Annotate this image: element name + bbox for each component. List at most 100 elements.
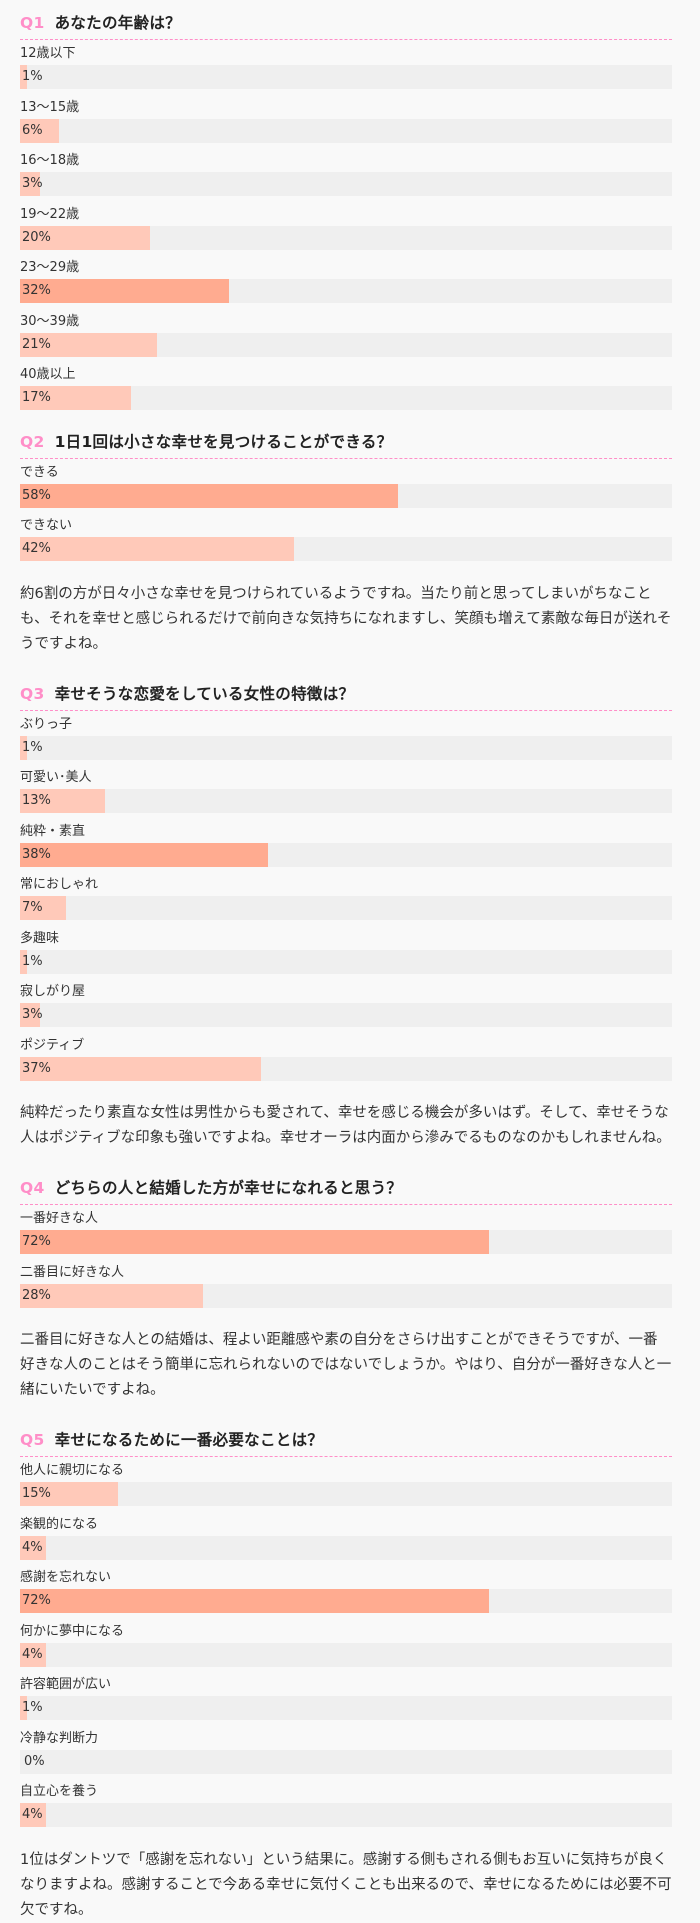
option-label: 12歳以下 (20, 46, 76, 61)
option-label: 寂しがり屋 (20, 984, 86, 999)
option-label: 40歳以上 (20, 367, 76, 382)
bar-fill (20, 1642, 47, 1667)
option-row: できる 58% (20, 463, 672, 517)
bar-fill (20, 65, 27, 89)
bar-percent: 1% (22, 1700, 43, 1715)
bar-track: 1% (20, 65, 672, 89)
bar-percent: 1% (22, 69, 43, 84)
option-row: 自立心を養う 4% (20, 1782, 672, 1836)
bar-percent: 42% (22, 541, 51, 556)
bar-fill (20, 1482, 118, 1506)
question-number: Q3 (20, 684, 45, 703)
bar-fill (20, 332, 157, 357)
option-label: 純粋・素直 (20, 823, 86, 839)
option-row: 12歳以下 1% (20, 44, 672, 98)
question-section: Q2 1日1回は小さな幸せを見つけることができる？ できる 58% できない 42% 約6割… (20, 423, 672, 657)
bar-fill (20, 896, 66, 920)
bar-percent: 7% (22, 900, 43, 915)
option-row: 二番目に好きな人 28% (20, 1263, 672, 1317)
option-label: 冷静な判断力 (20, 1730, 99, 1746)
option-row: 感謝を忘れない 72% (20, 1568, 672, 1622)
question-text: 幸せそうな恋愛をしている女性の特徴は？ (54, 684, 355, 703)
question-section: Q4 どちらの人と結婚した方が幸せになれると思う？ 一番好きな人 72% 二番目に好きな… (20, 1169, 672, 1403)
bar-fill (20, 1003, 40, 1027)
bar-track: 21% (20, 332, 672, 357)
bar-track: 1% (20, 949, 672, 974)
option-row: 純粋・素直 38% (20, 822, 672, 876)
bar-percent: 13% (22, 793, 51, 808)
bar-fill (20, 1803, 47, 1827)
bar-percent: 28% (22, 1287, 51, 1303)
option-label: 二番目に好きな人 (20, 1264, 125, 1280)
question-title: Q5 幸せになるために一番必要なことは？ (20, 1421, 672, 1457)
bar-percent: 1% (22, 739, 43, 755)
option-label: 許容範囲が広い (20, 1677, 112, 1692)
bar-percent: 4% (22, 1807, 43, 1822)
bar-track: 6% (20, 118, 672, 143)
option-row: できない 42% (20, 516, 672, 570)
bar-track: 32% (20, 279, 672, 303)
bar-track: 3% (20, 1003, 672, 1027)
bar-track: 4% (20, 1803, 672, 1827)
bar-fill (20, 1230, 490, 1254)
question-text: あなたの年齢は？ (54, 14, 181, 32)
option-row: 楽観的になる 4% (20, 1515, 672, 1569)
bar-fill (20, 118, 60, 143)
option-label: ポジティブ (20, 1037, 85, 1053)
bar-percent: 4% (22, 1539, 43, 1555)
option-label: 何かに夢中になる (20, 1623, 125, 1639)
question-title: Q3 幸せそうな恋愛をしている女性の特徴は？ (20, 675, 672, 711)
question-text: どちらの人と結婚した方が幸せになれると思う？ (54, 1179, 403, 1197)
option-label: できる (20, 464, 59, 480)
question-number: Q4 (20, 1179, 45, 1197)
bar-fill (20, 789, 105, 813)
option-row: 常におしゃれ 7% (20, 875, 672, 929)
bar-percent: 1% (22, 953, 43, 969)
option-row: 19〜22歳 20% (20, 205, 672, 259)
option-label: 常におしゃれ (20, 877, 99, 892)
bar-track: 0% (20, 1749, 672, 1774)
bar-fill (20, 1535, 47, 1560)
question-title: Q4 どちらの人と結婚した方が幸せになれると思う？ (20, 1169, 672, 1205)
bar-fill (20, 279, 229, 303)
option-label: 一番好きな人 (20, 1211, 99, 1226)
bar-track: 17% (20, 386, 672, 410)
option-label: できない (20, 518, 73, 533)
bar-fill (20, 1056, 262, 1081)
question-section: Q3 幸せそうな恋愛をしている女性の特徴は？ ぶりっ子 1% 可愛い･美人 13% 純粋・素… (20, 675, 672, 1152)
option-row: 寂しがり屋 3% (20, 982, 672, 1036)
bar-fill (20, 225, 151, 250)
option-row: 30〜39歳 21% (20, 312, 672, 366)
option-label: 16〜18歳 (20, 153, 80, 168)
question-comment: 純粋だったり素直な女性は男性からも愛されて、幸せを感じる機会が多いはず。そして、… (20, 1105, 671, 1146)
bar-track: 72% (20, 1230, 672, 1254)
bar-percent: 20% (22, 229, 51, 245)
bar-percent: 58% (22, 487, 51, 503)
option-label: 30〜39歳 (20, 313, 80, 329)
bar-track: 20% (20, 225, 672, 250)
bar-percent: 3% (22, 1007, 43, 1022)
bar-track: 28% (20, 1283, 672, 1308)
bar-fill (20, 1589, 490, 1613)
option-row: 40歳以上 17% (20, 365, 672, 419)
bar-percent: 32% (22, 283, 51, 298)
bar-percent: 72% (22, 1593, 51, 1608)
bar-track: 3% (20, 172, 672, 196)
bar-track: 42% (20, 537, 672, 561)
option-label: 楽観的になる (20, 1516, 99, 1532)
bar-percent: 21% (22, 336, 51, 352)
question-text: 1日1回は小さな幸せを見つけることができる？ (54, 432, 393, 451)
option-row: 13〜15歳 6% (20, 98, 672, 152)
option-label: 23〜29歳 (20, 260, 80, 275)
bar-track: 7% (20, 896, 672, 920)
question-text: 幸せになるために一番必要なことは？ (54, 1431, 324, 1449)
bar-track: 1% (20, 1696, 672, 1720)
option-row: 多趣味 1% (20, 929, 672, 983)
question-section: Q1 あなたの年齢は？ 12歳以下 1% 13〜15歳 6% 16〜18歳 3% 19〜22歳 2… (20, 4, 672, 419)
bar-percent: 3% (22, 176, 43, 191)
option-row: 許容範囲が広い 1% (20, 1675, 672, 1729)
bar-percent: 38% (22, 846, 51, 862)
option-label: 多趣味 (20, 930, 60, 946)
bar-track: 13% (20, 789, 672, 813)
option-label: 可愛い･美人 (20, 770, 92, 785)
